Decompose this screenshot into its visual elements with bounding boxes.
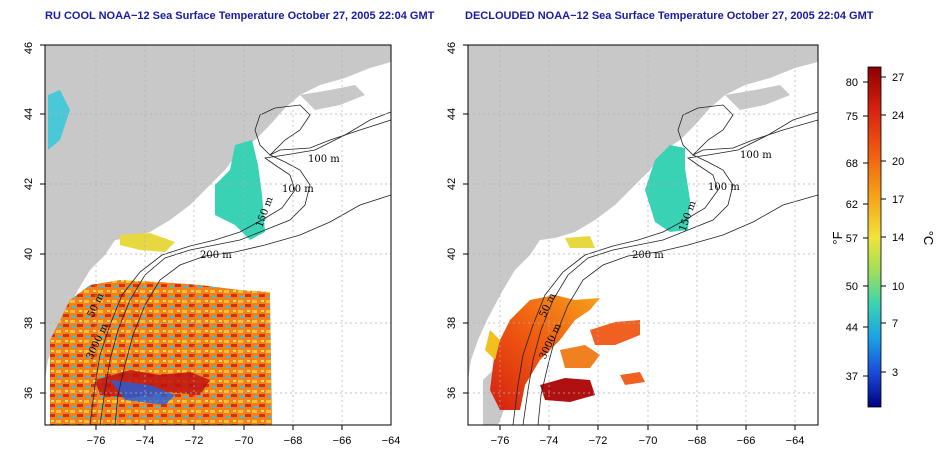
- y-tick-label: 38: [446, 317, 458, 329]
- plot-frame: [44, 44, 392, 426]
- sst-data-south: [490, 295, 600, 410]
- bathymetry-contours: [89, 104, 391, 425]
- y-tick-label: 44: [446, 108, 458, 120]
- land-mass: [468, 45, 818, 380]
- x-tick-label: −70: [639, 435, 658, 447]
- colorbar-gradient: [867, 66, 882, 408]
- sst-patch-middle: [560, 345, 600, 368]
- x-tick-label: −74: [136, 435, 155, 447]
- celsius-tick-label: 27: [892, 72, 904, 84]
- plot-frame: [467, 44, 819, 426]
- contour-label: 200 m: [200, 250, 232, 261]
- sst-patch-east: [590, 320, 640, 345]
- celsius-unit-label: °C: [921, 231, 936, 246]
- y-tick-label: 40: [23, 248, 35, 260]
- y-tick-label: 36: [23, 387, 35, 399]
- right-map-panel: 100 m 100 m 150 m 200 m 50 m 3000 m: [446, 42, 819, 447]
- sst-ny-bight: [48, 90, 70, 150]
- fahrenheit-tick-label: 68: [846, 158, 858, 170]
- y-tick-label: 40: [446, 248, 458, 260]
- y-tick-label: 42: [446, 178, 458, 190]
- contour-label: 100 m: [708, 182, 740, 193]
- celsius-tick-label: 7: [892, 318, 898, 330]
- fahrenheit-tick-label: 75: [846, 111, 858, 123]
- x-tick-label: −72: [185, 435, 204, 447]
- land-mass: [300, 85, 365, 110]
- celsius-tick-label: 3: [892, 367, 898, 379]
- grid-lines: [468, 45, 818, 425]
- y-tick-label: 46: [23, 42, 35, 54]
- left-panel-title: RU COOL NOAA−12 Sea Surface Temperature …: [45, 10, 435, 22]
- fahrenheit-tick-label: 44: [846, 322, 858, 334]
- contour-label: 100 m: [282, 184, 314, 195]
- grid-lines: [45, 45, 391, 425]
- celsius-tick-label: 10: [892, 281, 904, 293]
- y-tick-label: 36: [446, 387, 458, 399]
- fahrenheit-tick-label: 37: [846, 371, 858, 383]
- land-mass: [45, 45, 391, 380]
- y-tick-label: 42: [23, 178, 35, 190]
- fahrenheit-tick-label: 62: [846, 199, 858, 211]
- celsius-tick-label: 20: [892, 156, 904, 168]
- right-panel-title: DECLOUDED NOAA−12 Sea Surface Temperatur…: [465, 10, 874, 22]
- celsius-tick-label: 24: [892, 110, 904, 122]
- x-tick-label: −70: [235, 435, 254, 447]
- sst-blue-streak: [110, 380, 175, 405]
- sst-gulf-maine: [215, 140, 265, 240]
- y-tick-label: 46: [446, 42, 458, 54]
- sst-shelf-yellow: [565, 236, 595, 248]
- celsius-tick-label: 14: [892, 232, 904, 244]
- fahrenheit-unit-label: °F: [830, 231, 845, 244]
- sst-hot-core: [540, 378, 595, 402]
- land-mass: [725, 85, 790, 110]
- contour-label: 100 m: [740, 150, 772, 161]
- x-tick-label: −64: [382, 435, 401, 447]
- x-tick-label: −68: [284, 435, 303, 447]
- sst-ny-bight: [485, 330, 500, 360]
- x-tick-label: −66: [737, 435, 756, 447]
- colorbar: 80 75 68 62 57 50 44 37 27 24 20 17 14 1…: [830, 66, 936, 408]
- fahrenheit-tick-label: 80: [846, 77, 858, 89]
- y-tick-label: 44: [23, 108, 35, 120]
- x-tick-label: −72: [589, 435, 608, 447]
- celsius-tick-label: 17: [892, 194, 904, 206]
- x-tick-label: −64: [786, 435, 805, 447]
- left-map-panel: 100 m 100 m 150 m 200 m 50 m 3000 m: [23, 42, 400, 447]
- contour-label: 100 m: [308, 154, 340, 165]
- sst-shelf-yellow: [120, 233, 175, 252]
- x-tick-label: −74: [540, 435, 559, 447]
- x-tick-label: −68: [688, 435, 707, 447]
- sst-patch-small: [620, 372, 645, 385]
- y-tick-label: 38: [23, 317, 35, 329]
- x-tick-label: −66: [333, 435, 352, 447]
- sst-gulf-maine: [645, 145, 690, 232]
- x-tick-label: −76: [491, 435, 510, 447]
- x-tick-label: −76: [87, 435, 106, 447]
- fahrenheit-tick-label: 50: [846, 281, 858, 293]
- fahrenheit-tick-label: 57: [846, 233, 858, 245]
